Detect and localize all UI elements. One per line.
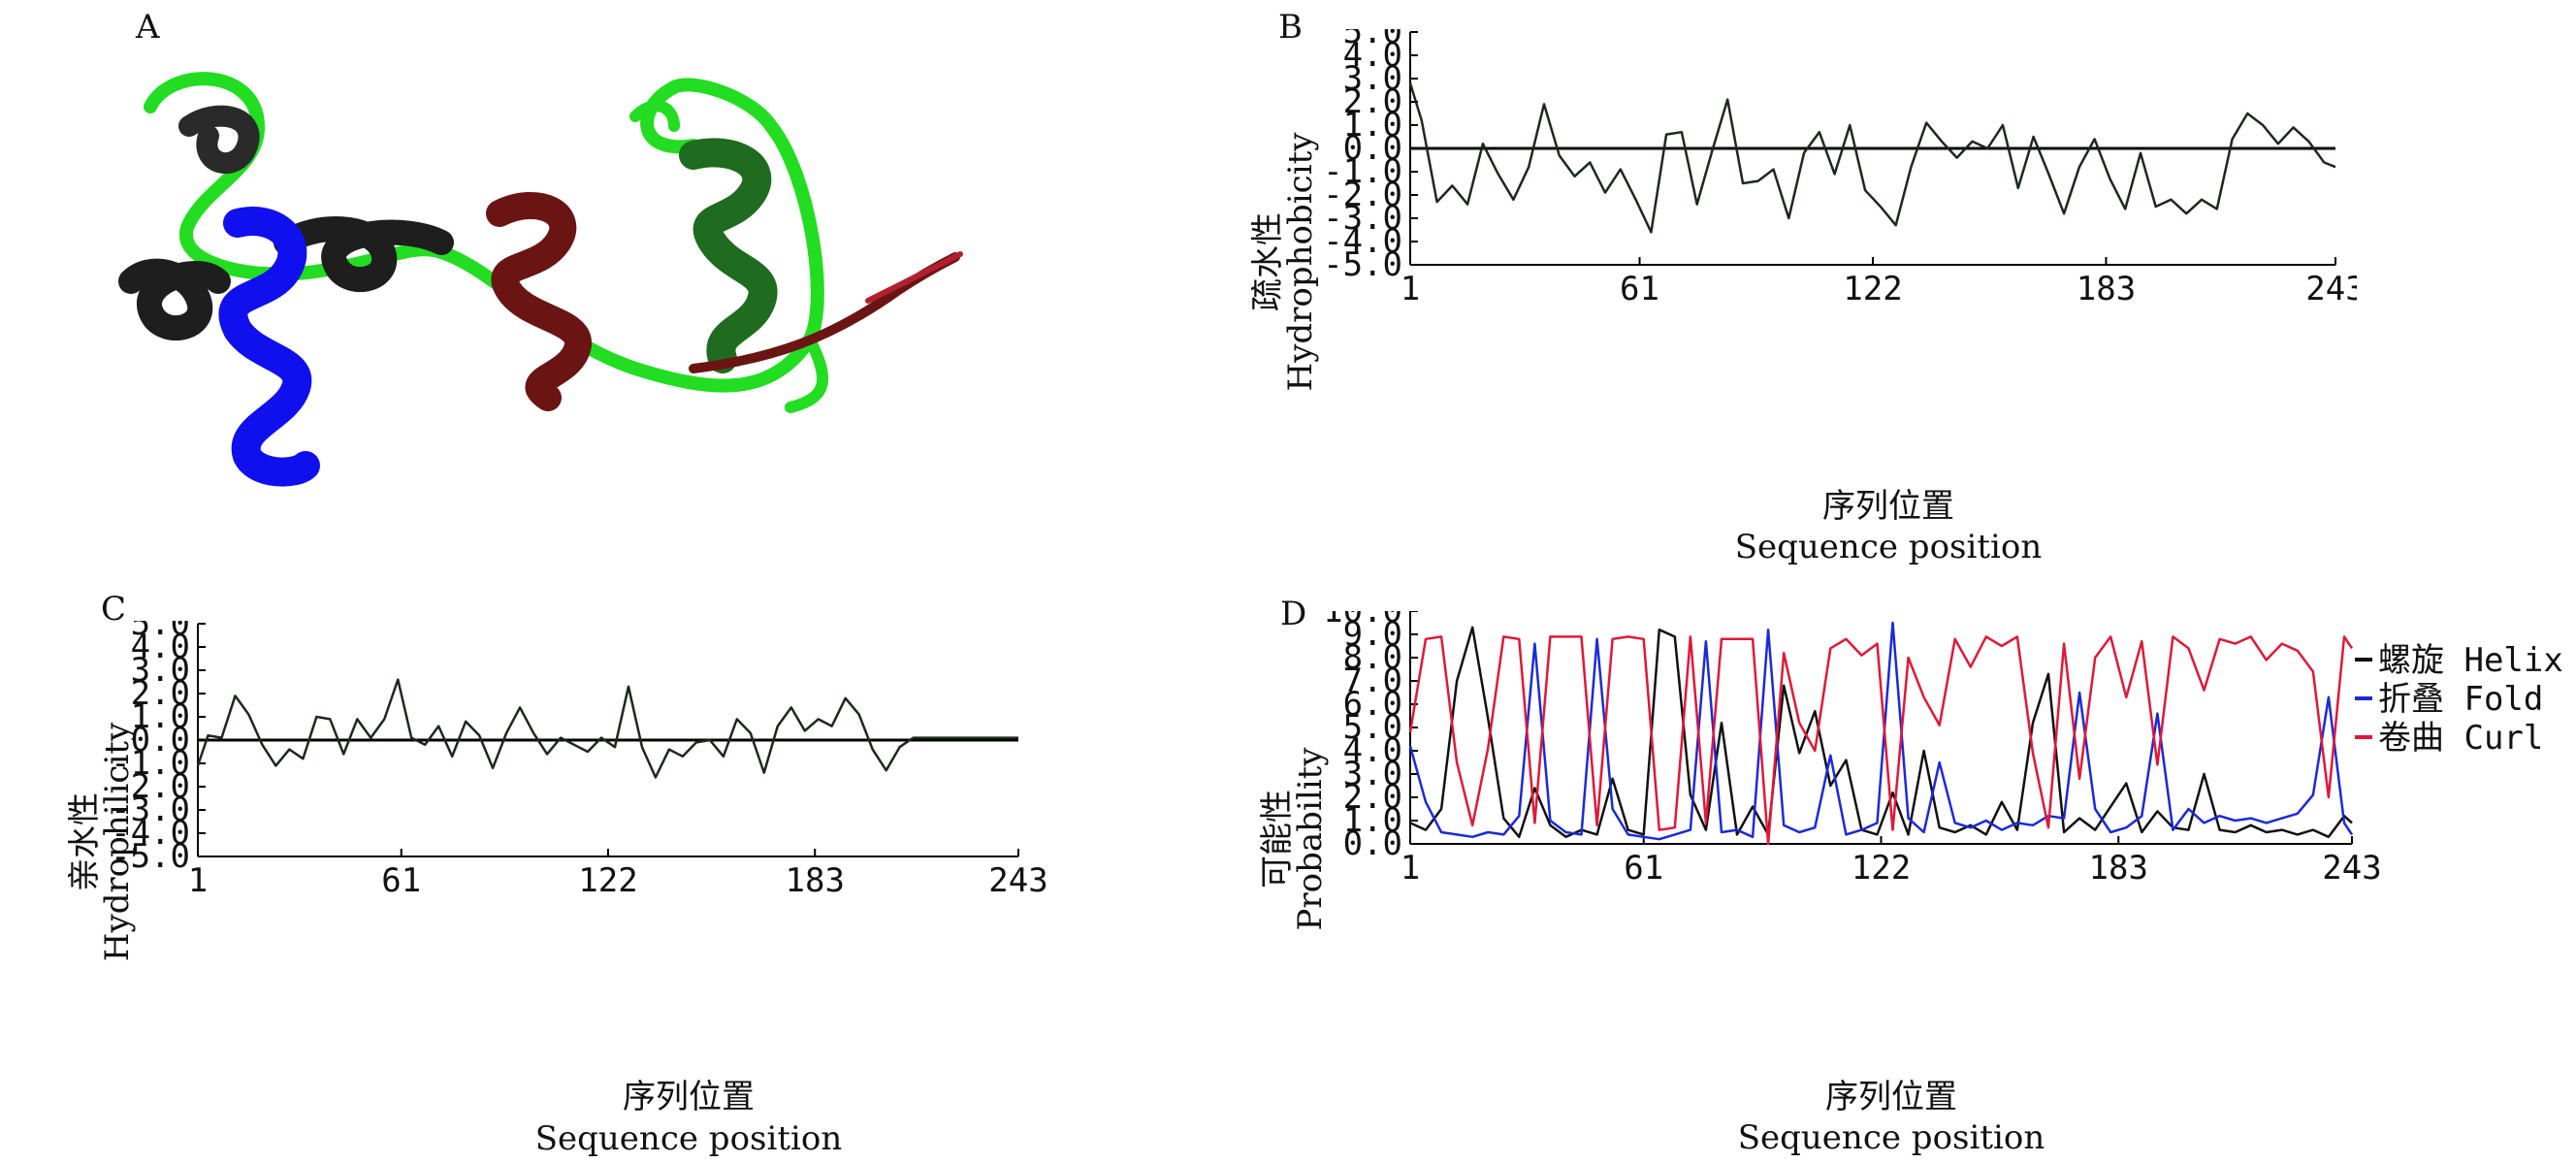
y-tick-label: -3.0: [111, 791, 190, 829]
x-tick-label: 61: [1620, 270, 1659, 308]
panel-label-b: B: [1278, 8, 1303, 47]
y-tick-label: 1.0: [131, 697, 190, 736]
y-tick-label: -2.0: [1323, 176, 1402, 214]
x-tick-label: 122: [1852, 849, 1911, 888]
y-tick-label: 6.0: [1343, 685, 1402, 724]
y-tick-label: 2.0: [1343, 778, 1402, 817]
protein-ribbon-icon: [118, 72, 963, 487]
y-tick-label: 3.0: [1343, 755, 1402, 793]
fold-series-line: [1408, 621, 2354, 841]
x-axis-label-cn: 序列位置: [623, 1078, 755, 1116]
y-tick-label: 5.0: [1343, 29, 1402, 51]
y-axis-label-cn: 亲水性: [68, 792, 104, 891]
y-tick-label: 3.0: [1343, 59, 1402, 98]
y-axis-label-en: Hydrophobicity: [1281, 132, 1320, 392]
y-tick-label: 4.0: [131, 628, 190, 666]
y-tick-label: 7.0: [1343, 662, 1402, 700]
y-tick-label: 5.0: [131, 621, 190, 643]
y-tick-label: 10.0: [1323, 611, 1402, 630]
y-tick-label: 2.0: [1343, 82, 1402, 121]
y-tick-label: -1.0: [111, 744, 190, 783]
legend-helix-label: 螺旋 Helix: [2378, 641, 2563, 680]
y-axis-label-cn: 可能性: [1258, 790, 1297, 888]
panel-label-c: C: [101, 590, 127, 629]
x-tick-label: 183: [786, 861, 845, 900]
y-tick-label: -4.0: [1323, 222, 1402, 261]
x-axis-label-cn: 序列位置: [1822, 487, 1954, 526]
x-axis-label-en: Sequence position: [1738, 1118, 2045, 1157]
y-tick-label: -1.0: [1323, 152, 1402, 191]
y-tick-label: 9.0: [1343, 615, 1402, 654]
x-tick-label: 243: [988, 861, 1047, 900]
curl-series-line: [1408, 635, 2354, 846]
y-axis-label-en: Hydrophilicity: [98, 722, 137, 961]
y-tick-label: 1.0: [1343, 106, 1402, 145]
hydrophobicity-chart: 5.04.03.02.01.00.0-1.0-2.0-3.0-4.0-5.01 6…: [1251, 29, 2357, 566]
secondary-structure-chart: 10.09.08.07.06.05.04.03.02.01.00.01 61 122…: [1258, 611, 2563, 1157]
x-axis-label-en: Sequence position: [535, 1119, 843, 1158]
y-tick-label: 0.0: [131, 721, 190, 759]
helix-series-line: [1409, 626, 2353, 839]
x-axis-label-en: Sequence position: [1735, 528, 2043, 566]
y-tick-label: 3.0: [131, 651, 190, 690]
x-tick-label: 183: [2089, 849, 2148, 888]
y-tick-label: -5.0: [1323, 245, 1402, 284]
x-tick-label: 1: [1401, 849, 1420, 888]
y-tick-label: 0.0: [1343, 129, 1402, 168]
legend-fold-label: 折叠 Fold: [2378, 680, 2543, 719]
y-tick-label: 5.0: [1343, 708, 1402, 747]
y-axis-label-cn: 疏水性: [1251, 212, 1287, 311]
x-tick-label: 243: [2322, 849, 2381, 888]
y-tick-label: -3.0: [1323, 199, 1402, 238]
x-tick-label: 183: [2077, 270, 2136, 308]
y-tick-label: -4.0: [111, 814, 190, 853]
x-tick-label: 122: [578, 861, 637, 900]
y-tick-label: 4.0: [1343, 731, 1402, 770]
y-tick-label: 2.0: [131, 674, 190, 713]
y-axis-label-en: Probability: [1291, 747, 1330, 931]
panel-label-a: A: [136, 8, 160, 47]
profile-series-line: [196, 678, 1018, 779]
profile-series-line: [1408, 82, 2336, 234]
legend-curl-label: 卷曲 Curl: [2378, 719, 2543, 758]
x-tick-label: 1: [1401, 270, 1420, 308]
hydrophilicity-chart: 5.04.03.02.01.00.0-1.0-2.0-3.0-4.0-5.01 6…: [68, 621, 1048, 1158]
x-axis-label-cn: 序列位置: [1825, 1078, 1957, 1116]
y-tick-label: 4.0: [1343, 36, 1402, 75]
x-tick-label: 243: [2305, 270, 2357, 308]
y-tick-label: 1.0: [1343, 801, 1402, 840]
panel-label-d: D: [1280, 595, 1307, 633]
x-tick-label: 61: [381, 861, 421, 900]
y-tick-label: -5.0: [111, 837, 190, 876]
y-tick-label: 8.0: [1343, 638, 1402, 677]
x-tick-label: 1: [188, 861, 208, 900]
y-tick-label: 0.0: [1343, 824, 1402, 863]
legend: 螺旋 Helix 折叠 Fold 卷曲 Curl: [2355, 641, 2563, 758]
x-tick-label: 61: [1624, 849, 1663, 888]
x-tick-label: 122: [1843, 270, 1902, 308]
y-tick-label: -2.0: [111, 767, 190, 806]
